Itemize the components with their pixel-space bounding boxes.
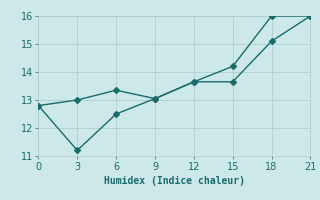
X-axis label: Humidex (Indice chaleur): Humidex (Indice chaleur): [104, 176, 245, 186]
